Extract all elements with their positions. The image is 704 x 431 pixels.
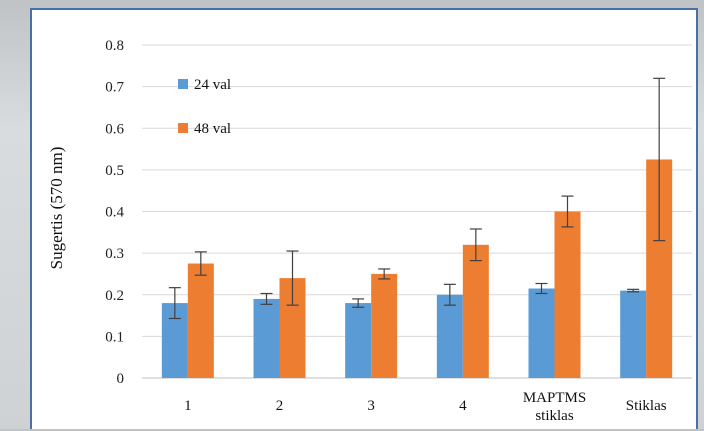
x-tick-label: Stiklas — [626, 398, 667, 414]
y-tick-label: 0.6 — [105, 121, 124, 137]
y-tick-label: 0.4 — [105, 205, 124, 221]
y-tick-label: 0 — [117, 371, 125, 387]
bar-chart: 0 0.1 0.2 0.3 0.4 0.5 0.6 0.7 0.8 1 2 3 4 MAPTMS stik… — [47, 38, 692, 424]
legend-label: 48 val — [194, 121, 231, 137]
bar — [187, 263, 214, 378]
x-axis-ticks: 1 2 3 4 MAPTMS stiklas Stiklas — [184, 390, 667, 424]
chart-frame: 0 0.1 0.2 0.3 0.4 0.5 0.6 0.7 0.8 1 2 3 4 MAPTMS stik… — [30, 8, 698, 429]
legend-label: 24 val — [194, 77, 231, 93]
error-bar — [260, 292, 273, 305]
y-tick-label: 0.2 — [105, 288, 124, 304]
legend-swatch — [178, 123, 188, 133]
error-bar — [561, 195, 574, 228]
error-bar — [168, 287, 181, 320]
bar — [371, 273, 398, 378]
error-bar — [443, 283, 456, 306]
error-bar — [378, 268, 391, 280]
bar — [436, 294, 463, 378]
legend: 24 val 48 val — [178, 77, 231, 137]
y-tick-label: 0.5 — [105, 163, 124, 179]
x-tick-label: MAPTMS stiklas — [523, 390, 586, 424]
bar — [528, 288, 555, 378]
bar — [253, 298, 280, 378]
error-bars — [168, 77, 666, 320]
y-tick-label: 0.3 — [105, 246, 124, 262]
error-bar — [352, 298, 365, 308]
bar — [620, 290, 647, 378]
y-axis-label: Sugertis (570 nm) — [47, 147, 66, 270]
legend-swatch — [178, 79, 188, 89]
error-bar — [535, 282, 548, 295]
gridlines — [142, 44, 692, 379]
legend-item: 48 val — [178, 121, 231, 137]
error-bar — [194, 251, 207, 276]
y-tick-label: 0.8 — [105, 38, 124, 54]
y-tick-label: 0.7 — [105, 80, 124, 96]
x-tick-label: 3 — [367, 398, 375, 414]
y-tick-label: 0.1 — [105, 329, 124, 345]
error-bar — [653, 77, 666, 242]
x-tick-label: 1 — [184, 398, 192, 414]
y-axis-ticks: 0 0.1 0.2 0.3 0.4 0.5 0.6 0.7 0.8 — [105, 38, 124, 387]
x-tick-label: 2 — [276, 398, 284, 414]
error-bar — [627, 288, 640, 293]
error-bar — [469, 228, 482, 262]
x-tick-label: 4 — [459, 398, 467, 414]
bar — [462, 244, 489, 378]
bars — [161, 159, 673, 378]
error-bar — [286, 250, 299, 306]
bar — [345, 303, 372, 378]
legend-item: 24 val — [178, 77, 231, 93]
bar — [554, 211, 581, 378]
